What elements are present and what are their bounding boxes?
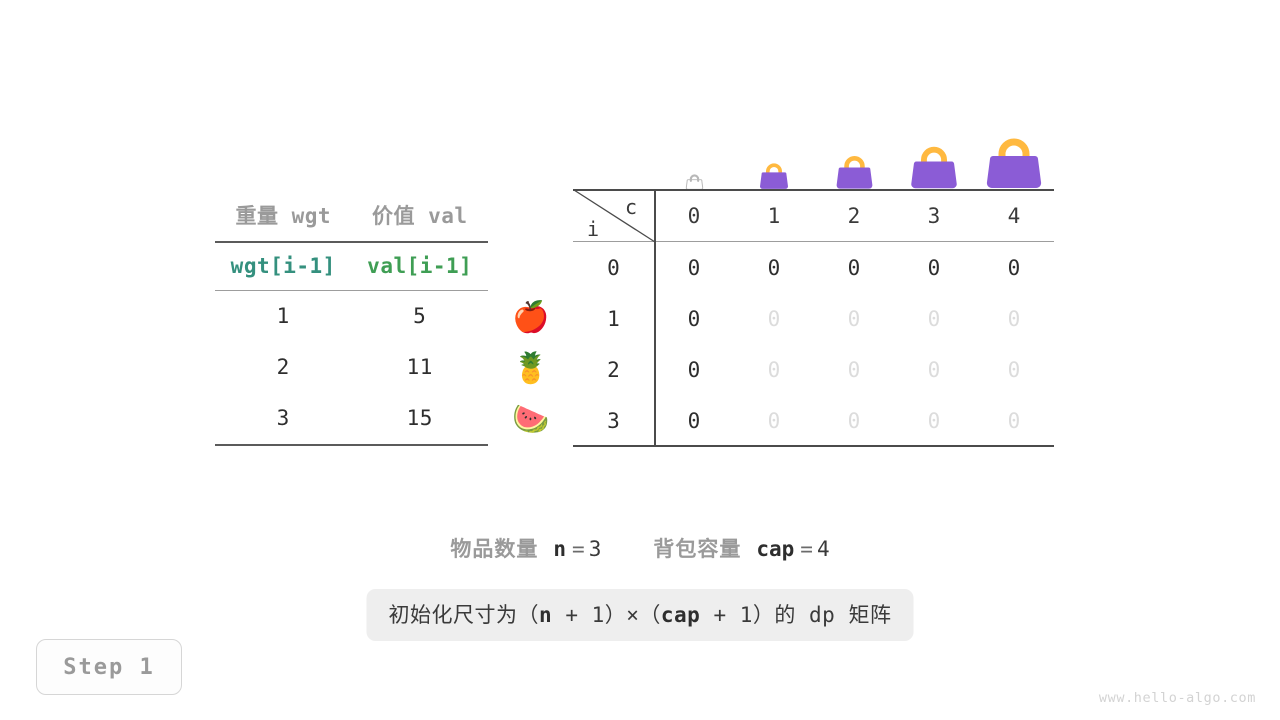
item-weight-3: 3	[276, 406, 290, 430]
dp-cell-1-3: 0	[927, 307, 941, 331]
caption-var-n: n	[539, 603, 553, 627]
bag-icon-capacity-4	[974, 120, 1054, 190]
fruit-icon-column: 🍎 🍍 🍉	[508, 292, 554, 445]
dp-rule-bottom	[573, 445, 1054, 447]
dp-row-header-1: 1	[607, 307, 620, 331]
dp-cell-1-2: 0	[847, 307, 861, 331]
bag-icon-capacity-0	[654, 120, 734, 190]
watermelon-icon: 🍉	[512, 402, 550, 437]
dp-cell-1-1: 0	[767, 307, 781, 331]
dp-matrix: c i 0 1 2 3 4 0 0 0 0 0 0 1 0 0 0 0 0 2 0 0 0 0 0 3 0 0 0 0 0	[573, 189, 1054, 447]
dp-row-axis-label: i	[587, 217, 600, 241]
dp-col-header-0: 0	[687, 204, 701, 228]
item-value-2: 11	[406, 355, 433, 379]
dp-cell-2-4: 0	[1007, 358, 1021, 382]
dp-cell-3-2: 0	[847, 409, 861, 433]
dp-cell-2-1: 0	[767, 358, 781, 382]
dp-cell-3-1: 0	[767, 409, 781, 433]
dp-column-axis-label: c	[625, 195, 638, 219]
table-row: 3 15	[215, 393, 488, 444]
dp-cell-0-4: 0	[1007, 256, 1021, 280]
capacity-eq: =	[800, 537, 813, 561]
table-row: 1 5	[215, 291, 488, 342]
caption-part-3: + 1）的 dp 矩阵	[700, 603, 892, 627]
dp-row-1: 1 0 0 0 0 0	[573, 294, 1054, 345]
item-value-1: 5	[413, 304, 427, 328]
bag-icon-capacity-1	[734, 120, 814, 190]
dp-cell-1-4: 0	[1007, 307, 1021, 331]
capacity-label: 背包容量	[653, 537, 742, 561]
items-subheader-wgt: wgt[i-1]	[230, 254, 336, 278]
items-table-rule-top	[215, 241, 488, 243]
dp-row-header-3: 3	[607, 409, 620, 433]
bag-icon-capacity-3	[894, 120, 974, 190]
dp-cell-0-3: 0	[927, 256, 941, 280]
dp-cell-2-3: 0	[927, 358, 941, 382]
capacity-value: 4	[816, 537, 830, 561]
item-weight-2: 2	[276, 355, 290, 379]
items-subheader-val: val[i-1]	[367, 254, 473, 278]
dp-cell-1-0: 0	[687, 307, 701, 331]
dp-corner-diagonal-icon	[573, 189, 656, 243]
dp-cell-3-4: 0	[1007, 409, 1021, 433]
items-table: 重量 wgt 价值 val wgt[i-1] val[i-1] 1 5 2 11…	[215, 192, 488, 446]
apple-icon: 🍎	[512, 300, 550, 335]
dp-row-2: 2 0 0 0 0 0	[573, 345, 1054, 396]
dp-cell-3-3: 0	[927, 409, 941, 433]
dp-row-header-2: 2	[607, 358, 620, 382]
pineapple-icon: 🍍	[512, 351, 550, 386]
dp-row-header-0: 0	[607, 256, 620, 280]
watermark: www.hello-algo.com	[1098, 690, 1256, 706]
caption-part-2: + 1）×（	[552, 603, 661, 627]
dp-column-header-row: 0 1 2 3 4	[573, 191, 1054, 242]
item-value-3: 15	[406, 406, 433, 430]
dp-row-3: 3 0 0 0 0 0	[573, 396, 1054, 447]
dp-col-header-1: 1	[767, 204, 781, 228]
dp-cell-0-1: 0	[767, 256, 781, 280]
item-weight-1: 1	[276, 304, 290, 328]
caption-var-cap: cap	[660, 603, 701, 627]
items-table-rule-mid	[215, 290, 488, 291]
caption-box: 初始化尺寸为（n + 1）×（cap + 1）的 dp 矩阵	[366, 589, 914, 641]
dp-cell-0-0: 0	[687, 256, 701, 280]
capacity-var: cap	[756, 537, 795, 561]
dp-col-header-2: 2	[847, 204, 861, 228]
dp-cell-2-2: 0	[847, 358, 861, 382]
items-table-header-row: 重量 wgt 价值 val	[215, 192, 488, 241]
caption-part-1: 初始化尺寸为（	[388, 603, 540, 627]
parameters-line: 物品数量 n = 3 背包容量 cap = 4	[0, 533, 1280, 563]
dp-cell-0-2: 0	[847, 256, 861, 280]
dp-rule-top	[573, 189, 1054, 191]
item-count-label: 物品数量	[450, 537, 539, 561]
items-header-weight: 重量 wgt	[235, 204, 332, 228]
bag-capacity-icons	[654, 120, 1054, 190]
dp-cell-3-0: 0	[687, 409, 701, 433]
dp-cell-2-0: 0	[687, 358, 701, 382]
items-table-rule-bottom	[215, 444, 488, 446]
item-count-var: n	[553, 537, 567, 561]
items-header-value: 价值 val	[371, 204, 468, 228]
table-row: 2 11	[215, 342, 488, 393]
dp-row-0: 0 0 0 0 0 0	[573, 243, 1054, 294]
dp-col-header-3: 3	[927, 204, 941, 228]
dp-rule-vertical	[654, 189, 656, 445]
dp-corner-spacer	[573, 191, 654, 242]
item-count-eq: =	[572, 537, 585, 561]
dp-rule-header	[573, 241, 1054, 242]
step-badge: Step 1	[36, 639, 182, 695]
bag-icon-capacity-2	[814, 120, 894, 190]
item-count-value: 3	[588, 537, 602, 561]
items-table-subheader-row: wgt[i-1] val[i-1]	[215, 243, 488, 290]
dp-col-header-4: 4	[1007, 204, 1021, 228]
